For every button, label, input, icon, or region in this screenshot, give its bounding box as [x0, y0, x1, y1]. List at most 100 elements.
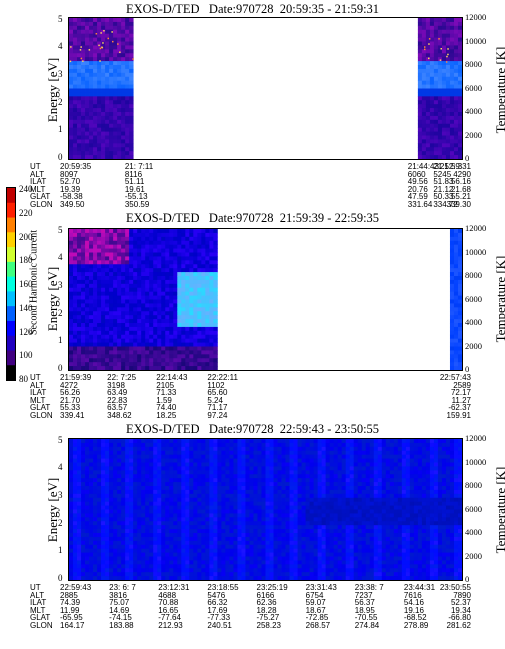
heatmap-cell — [189, 330, 194, 336]
heatmap-cell — [189, 505, 194, 510]
heatmap-cell — [73, 276, 78, 281]
heatmap-cell — [145, 354, 150, 359]
heatmap-cell — [117, 244, 122, 249]
heatmap-cell — [121, 462, 126, 467]
heatmap-cell — [69, 295, 74, 300]
heatmap-cell — [165, 232, 170, 238]
heatmap-cell — [73, 127, 78, 132]
heatmap-cell — [77, 92, 82, 97]
heatmap-cell — [185, 244, 190, 249]
heatmap-cell — [201, 264, 206, 269]
heatmap-cell — [89, 244, 94, 249]
heatmap-cell — [109, 119, 114, 125]
heatmap-cell — [289, 533, 294, 538]
heatmap-cell — [325, 564, 331, 569]
heatmap-cell — [217, 572, 222, 577]
heatmap-cell — [449, 135, 455, 140]
heatmap-cell — [81, 556, 86, 561]
heatmap-cell — [173, 240, 178, 246]
heatmap-cell — [429, 143, 435, 148]
heatmap-cell — [273, 470, 278, 475]
heatmap-cell — [161, 439, 166, 444]
heatmap-cell — [181, 529, 186, 534]
heatmap-cell — [173, 564, 178, 569]
heatmap-cell — [113, 489, 118, 495]
heatmap-cell — [109, 556, 114, 561]
heatmap-cell — [213, 529, 218, 534]
heatmap-cell — [273, 505, 278, 510]
heatmap-cell — [157, 358, 162, 363]
panel-2-orbit-table: UT ALT ILAT MLT GLAT GLON 21:59:39 4272 56.26 21.… — [0, 374, 505, 424]
heatmap-cell — [265, 544, 270, 550]
heatmap-cell — [105, 501, 110, 506]
heatmap-cell — [89, 311, 94, 316]
heatmap-cell — [237, 540, 242, 546]
heatmap-cell — [225, 439, 230, 444]
heatmap-speckle — [70, 46, 72, 48]
heatmap-cell — [209, 466, 214, 471]
heatmap-cell — [93, 287, 98, 293]
heatmap-cell — [73, 135, 78, 140]
heatmap-cell — [209, 536, 214, 542]
heatmap-cell — [93, 123, 98, 129]
heatmap-cell — [285, 525, 290, 530]
heatmap-cell — [449, 362, 455, 367]
heatmap-cell — [141, 276, 146, 281]
heatmap-cell — [137, 244, 142, 249]
heatmap-cell — [209, 276, 214, 281]
heatmap-cell — [141, 338, 146, 343]
heatmap-cell — [449, 279, 455, 285]
heatmap-cell — [145, 493, 150, 499]
heatmap-cell — [157, 497, 162, 503]
heatmap-cell — [329, 439, 335, 444]
heatmap-cell — [149, 350, 154, 355]
heatmap-cell — [93, 454, 98, 459]
heatmap-cell — [133, 564, 138, 569]
heatmap-cell — [145, 540, 150, 546]
heatmap-cell — [85, 287, 90, 293]
heatmap-cell — [73, 283, 78, 289]
heatmap-cell — [185, 540, 190, 546]
heatmap-cell — [73, 509, 78, 514]
heatmap-cell — [77, 346, 82, 351]
heatmap-cell — [253, 493, 258, 499]
heatmap-cell — [101, 346, 106, 351]
y-right-tick-label: 10000 — [465, 35, 487, 46]
heatmap-cell — [201, 533, 206, 538]
heatmap-cell — [249, 529, 254, 534]
heatmap-cell — [109, 100, 114, 105]
heatmap-cell — [73, 21, 78, 27]
heatmap-cell — [113, 450, 118, 456]
heatmap-cell — [93, 260, 98, 265]
heatmap-cell — [77, 576, 82, 580]
heatmap-cell — [457, 260, 462, 265]
heatmap-cell — [317, 486, 323, 491]
heatmap-cell — [133, 486, 138, 491]
heatmap-cell — [193, 529, 198, 534]
heatmap-cell — [73, 552, 78, 557]
heatmap-cell — [281, 536, 286, 542]
colorbar-gradient — [7, 188, 15, 380]
heatmap-cell — [81, 29, 86, 35]
heatmap-cell — [457, 112, 462, 117]
heatmap-cell — [101, 112, 106, 117]
heatmap-cell — [109, 61, 114, 66]
heatmap-cell — [89, 517, 94, 522]
heatmap-cell — [169, 260, 174, 265]
heatmap-cell — [149, 323, 154, 328]
colorbar-band — [7, 350, 15, 366]
heatmap-cell — [97, 260, 102, 265]
heatmap-cell — [93, 513, 98, 518]
heatmap-cell — [89, 446, 94, 452]
heatmap-cell — [297, 525, 302, 530]
heatmap-cell — [137, 450, 142, 456]
heatmap-cell — [313, 493, 319, 499]
heatmap-cell — [113, 127, 118, 132]
heatmap-cell — [85, 439, 90, 444]
heatmap-cell — [113, 279, 118, 285]
heatmap-cell — [185, 362, 190, 367]
heatmap-cell — [181, 260, 186, 265]
heatmap-cell — [289, 446, 294, 452]
heatmap-cell — [141, 366, 146, 370]
y-tick-label: 4 — [58, 41, 63, 52]
